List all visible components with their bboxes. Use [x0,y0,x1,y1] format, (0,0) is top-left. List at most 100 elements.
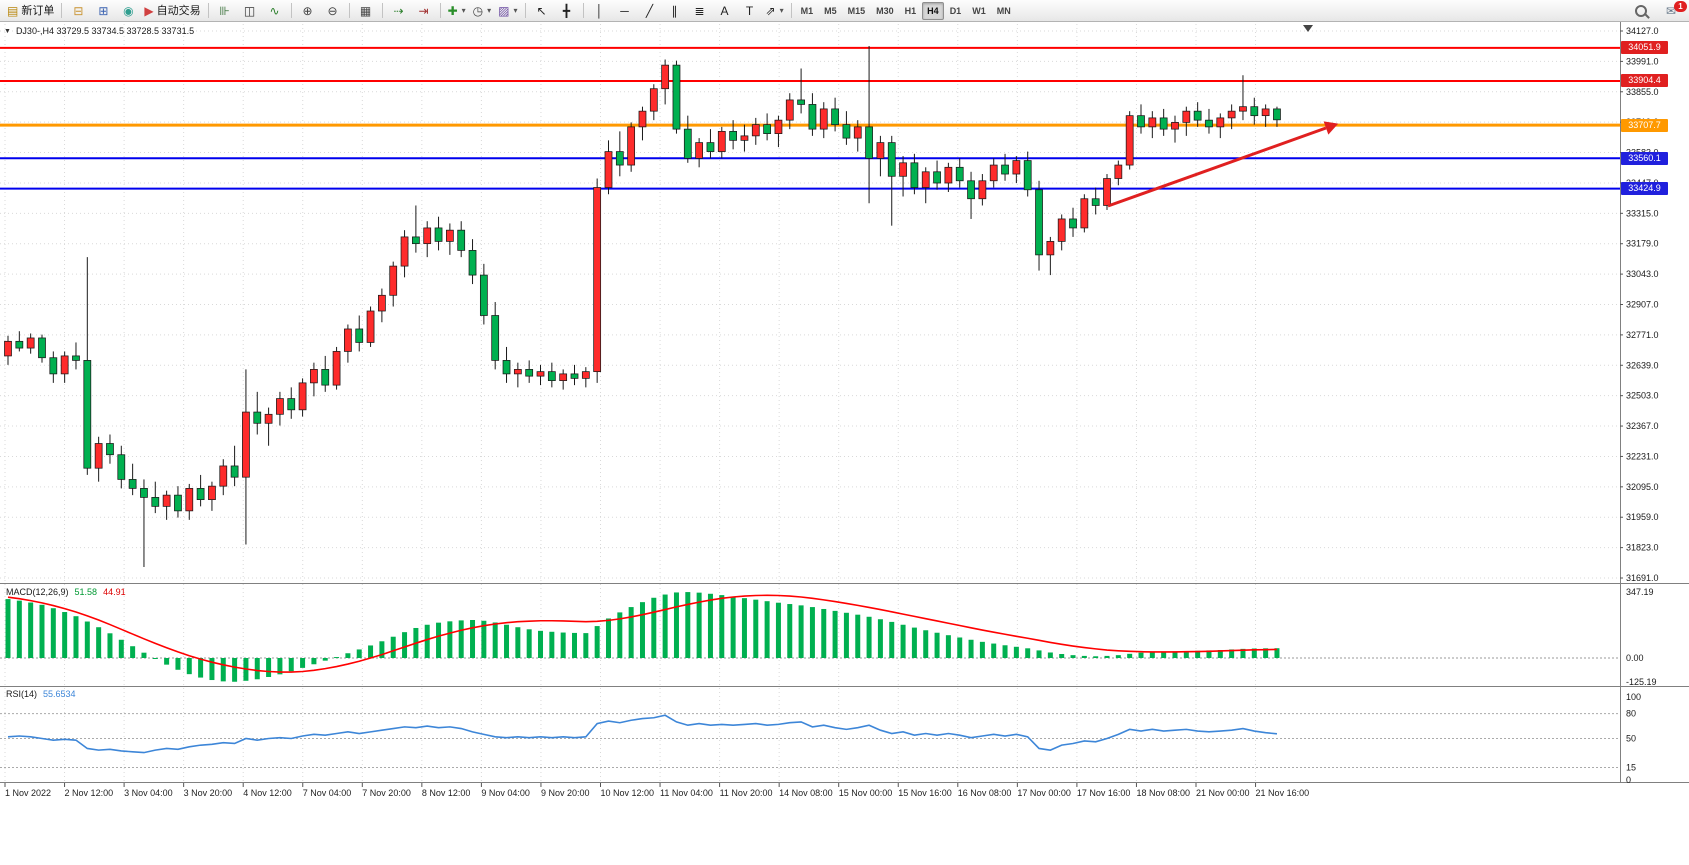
svg-text:50: 50 [1626,734,1636,744]
profiles-icon: ⊞ [98,3,109,18]
svg-text:33179.0: 33179.0 [1626,239,1659,249]
new-order-icon: ▤ [7,3,19,18]
svg-text:4 Nov 12:00: 4 Nov 12:00 [243,788,292,798]
svg-text:8 Nov 12:00: 8 Nov 12:00 [422,788,471,798]
timeframe-button-h1[interactable]: H1 [904,5,917,16]
price-level-badge: 33904.4 [1621,74,1668,88]
timeframe-button-m5[interactable]: M5 [824,5,837,16]
cursor-icon: ↖ [536,3,547,18]
svg-text:34127.0: 34127.0 [1626,26,1659,36]
cursor-button[interactable]: ↖ [530,2,554,20]
fibonacci-button[interactable]: ≣ [688,2,712,20]
svg-text:15 Nov 00:00: 15 Nov 00:00 [839,788,893,798]
zoom-out-button[interactable]: ⊖ [321,2,345,20]
data-window-button[interactable]: ◉ [116,2,140,20]
svg-text:17 Nov 00:00: 17 Nov 00:00 [1017,788,1071,798]
trendline-button[interactable]: ╱ [638,2,662,20]
svg-text:16 Nov 08:00: 16 Nov 08:00 [958,788,1012,798]
one-click-trading-collapse-icon[interactable]: ▼ [4,27,11,35]
timeframe-button-d1[interactable]: D1 [949,5,962,16]
svg-text:32503.0: 32503.0 [1626,391,1659,401]
svg-text:17 Nov 16:00: 17 Nov 16:00 [1077,788,1131,798]
price-level-badge: 34051.9 [1621,41,1668,55]
svg-text:11 Nov 20:00: 11 Nov 20:00 [720,788,773,798]
auto-scroll-button[interactable]: ⇢ [387,2,411,20]
price-level-badge: 33560.1 [1621,151,1668,165]
new-order-button-label: 新订单 [21,4,55,17]
svg-text:0.00: 0.00 [1626,653,1644,663]
chart-shift-marker[interactable] [1303,25,1313,32]
trendline-icon: ╱ [645,3,654,18]
timeframe-button-w1[interactable]: W1 [972,5,986,16]
zoom-out-icon: ⊖ [327,3,338,18]
toolbar-separator [582,3,584,18]
new-order-button[interactable]: ▤ 新订单 [4,2,57,20]
candlestick-chart-icon: ◫ [243,3,256,18]
macd-indicator-label: MACD(12,26,9) 51.58 44.91 [6,587,126,597]
toolbar-separator [524,3,526,18]
profiles-button[interactable]: ⊞ [91,2,115,20]
svg-text:32367.0: 32367.0 [1626,421,1659,431]
svg-text:32639.0: 32639.0 [1626,360,1659,370]
text-button[interactable]: A [713,2,737,20]
notification-badge: 1 [1674,0,1687,12]
trend-arrow-object[interactable] [1107,121,1339,208]
channel-button[interactable]: ∥ [663,2,687,20]
svg-text:31959.0: 31959.0 [1626,512,1659,522]
new-chart-button[interactable]: ⊟ [66,2,90,20]
candlestick-chart-button[interactable]: ◫ [238,2,262,20]
timeframe-button-h4[interactable]: H4 [922,1,944,20]
new-chart-icon: ⊟ [73,3,84,18]
rsi-panel [0,713,1620,769]
periods-button[interactable]: ◷ ▾ [470,2,495,20]
templates-button[interactable]: ▨ ▾ [495,2,520,20]
notifications-button[interactable]: ✉ 1 [1659,0,1687,20]
svg-text:32907.0: 32907.0 [1626,300,1659,310]
svg-text:21 Nov 00:00: 21 Nov 00:00 [1196,788,1250,798]
text-label-icon: T [745,3,754,18]
price-axis[interactable]: 34127.033991.033855.033719.033583.033447… [1620,26,1659,785]
arrows-button[interactable]: ⇗ ▾ [763,2,787,20]
svg-text:347.19: 347.19 [1626,587,1654,597]
chart-shift-button[interactable]: ⇥ [412,2,436,20]
svg-text:0: 0 [1626,775,1631,785]
bar-chart-button[interactable]: ⊪ [213,2,237,20]
line-chart-button[interactable]: ∿ [263,2,287,20]
toolbar: ▤ 新订单 ⊟ ⊞ ◉ ▶ 自动交易 ⊪ ◫ ∿ ⊕ ⊖ ▦ ⇢ ⇥ ✚ ▾ ◷ ▾ ▨ ▾ ↖ ╋ │ ─ ╱ ∥ ≣ A T ⇗ ▾ M1 M… [0,0,1689,22]
tile-windows-button[interactable]: ▦ [354,2,378,20]
timeframe-button-mn[interactable]: MN [996,5,1011,16]
toolbar-separator [61,3,63,18]
svg-text:7 Nov 04:00: 7 Nov 04:00 [303,788,352,798]
vertical-line-icon: │ [595,3,604,18]
svg-text:11 Nov 04:00: 11 Nov 04:00 [660,788,713,798]
vertical-line-button[interactable]: │ [588,2,612,20]
horizontal-line-button[interactable]: ─ [613,2,637,20]
search-icon [1635,4,1647,17]
zoom-in-button[interactable]: ⊕ [296,2,320,20]
svg-text:31823.0: 31823.0 [1626,543,1659,553]
svg-text:9 Nov 20:00: 9 Nov 20:00 [541,788,590,798]
chart-shift-icon: ⇥ [418,3,429,18]
rsi-indicator-label: RSI(14) 55.6534 [6,689,76,699]
zoom-in-icon: ⊕ [302,3,313,18]
svg-text:80: 80 [1626,709,1636,719]
bar-chart-icon: ⊪ [219,3,230,18]
arrow-object-icon: ⇗ [765,3,776,18]
timeframe-button-m30[interactable]: M30 [876,5,894,16]
timeframe-button-m1[interactable]: M1 [800,5,814,16]
svg-text:100: 100 [1626,692,1641,702]
dropdown-arrow-icon: ▾ [513,5,518,15]
indicators-button[interactable]: ✚ ▾ [445,2,469,20]
crosshair-button[interactable]: ╋ [555,2,579,20]
time-axis[interactable]: 1 Nov 2022 2 Nov 12:00 3 Nov 04:00 3 Nov 20… [4,783,1309,798]
search-button[interactable] [1629,2,1653,20]
crosshair-icon: ╋ [562,3,571,18]
timeframe-button-m15[interactable]: M15 [847,5,866,16]
macd-signal-value: 44.91 [103,587,126,597]
quote-line-text: DJ30-,H4 33729.5 33734.5 33728.5 33731.5 [15,26,195,36]
text-label-button[interactable]: T [738,2,762,20]
svg-text:10 Nov 12:00: 10 Nov 12:00 [601,788,655,798]
auto-trading-button[interactable]: ▶ 自动交易 [141,2,203,20]
price-level-badge: 33424.9 [1621,182,1668,196]
